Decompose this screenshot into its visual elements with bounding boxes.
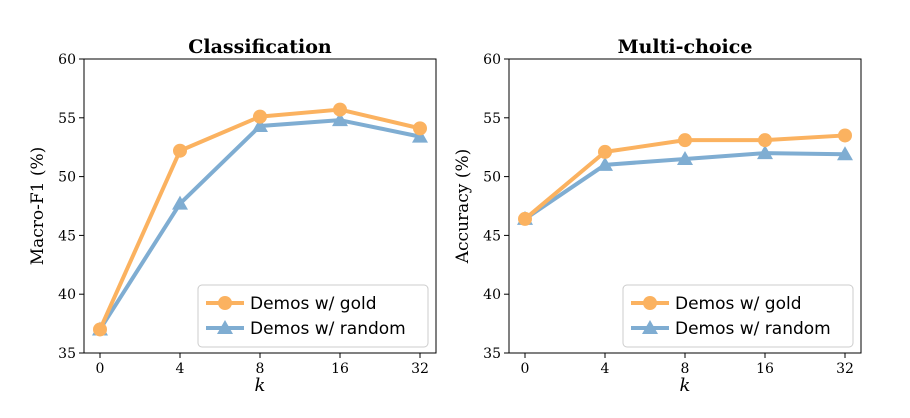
data-point xyxy=(597,156,613,171)
y-tick-label: 60 xyxy=(483,52,501,68)
data-point xyxy=(758,133,772,148)
chart-title: Classification xyxy=(188,36,332,58)
y-tick-label: 35 xyxy=(483,346,501,362)
x-tick-label: 32 xyxy=(836,361,854,377)
data-point xyxy=(677,150,693,165)
x-tick-label: 8 xyxy=(681,361,690,377)
x-tick-label: 0 xyxy=(521,361,530,377)
y-tick-label: 40 xyxy=(483,287,501,303)
data-point xyxy=(332,112,348,127)
legend-marker xyxy=(642,320,658,334)
chart-panel-2: Multi-choice 35 40 45 50 55 60 0 4 8 16 32 k Accuracy… xyxy=(453,36,862,396)
x-tick-label: 32 xyxy=(411,361,429,377)
data-point xyxy=(678,133,692,148)
x-tick-label: 16 xyxy=(331,361,349,377)
legend-marker xyxy=(218,296,232,310)
y-tick-label: 50 xyxy=(483,170,501,186)
x-tick-label: 16 xyxy=(756,361,774,377)
data-point xyxy=(252,118,268,133)
y-tick-label: 60 xyxy=(58,52,76,68)
legend: Demos w/ gold Demos w/ random xyxy=(197,284,429,348)
data-point xyxy=(598,144,612,159)
chart-title: Multi-choice xyxy=(618,36,753,58)
data-point xyxy=(253,109,267,124)
legend: Demos w/ gold Demos w/ random xyxy=(622,284,854,348)
x-axis-label: k xyxy=(255,375,266,396)
y-axis-label: Macro-F1 (%) xyxy=(28,147,48,266)
legend-box xyxy=(622,284,854,348)
data-point xyxy=(333,102,347,117)
data-point xyxy=(757,145,773,160)
legend-marker xyxy=(217,320,233,334)
y-tick-label: 35 xyxy=(58,346,76,362)
y-tick-label: 55 xyxy=(58,111,76,127)
data-point xyxy=(172,195,188,210)
y-tick-label: 45 xyxy=(58,228,76,244)
legend-label: Demos w/ gold xyxy=(250,294,377,314)
legend-marker xyxy=(643,296,657,310)
y-tick-label: 50 xyxy=(58,170,76,186)
x-tick-label: 4 xyxy=(176,361,185,377)
y-tick-label: 55 xyxy=(483,111,501,127)
legend-label: Demos w/ random xyxy=(675,319,831,339)
legend-box xyxy=(197,284,429,348)
y-tick-label: 40 xyxy=(58,287,76,303)
legend-label: Demos w/ gold xyxy=(675,294,802,314)
data-point xyxy=(838,128,852,143)
x-tick-label: 8 xyxy=(256,361,265,377)
series-line-1 xyxy=(523,133,847,221)
x-axis-label: k xyxy=(680,375,691,396)
data-point xyxy=(412,128,428,143)
data-point xyxy=(173,143,187,158)
x-tick-label: 4 xyxy=(601,361,610,377)
y-tick-label: 45 xyxy=(483,228,501,244)
x-tick-label: 0 xyxy=(96,361,105,377)
y-axis-label: Accuracy (%) xyxy=(453,149,473,264)
data-point xyxy=(837,146,853,161)
data-point xyxy=(93,322,107,337)
data-point xyxy=(518,211,532,226)
data-point xyxy=(413,121,427,136)
legend-label: Demos w/ random xyxy=(250,319,406,339)
chart-panel-1: Classification 35 40 45 50 55 60 0 4 8 16 32 k Macro-… xyxy=(28,36,437,396)
